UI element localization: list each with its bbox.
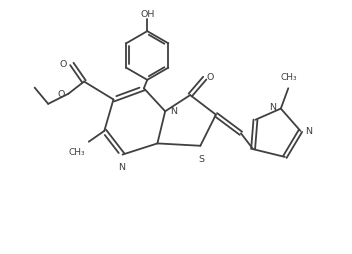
Text: O: O	[59, 59, 67, 69]
Text: CH₃: CH₃	[281, 73, 297, 82]
Text: N: N	[118, 163, 125, 172]
Text: S: S	[199, 154, 205, 163]
Text: OH: OH	[140, 10, 155, 19]
Text: N: N	[171, 107, 178, 116]
Text: CH₃: CH₃	[69, 148, 86, 156]
Text: N: N	[269, 103, 276, 112]
Text: O: O	[207, 73, 214, 82]
Text: N: N	[305, 126, 312, 135]
Text: O: O	[58, 89, 65, 98]
